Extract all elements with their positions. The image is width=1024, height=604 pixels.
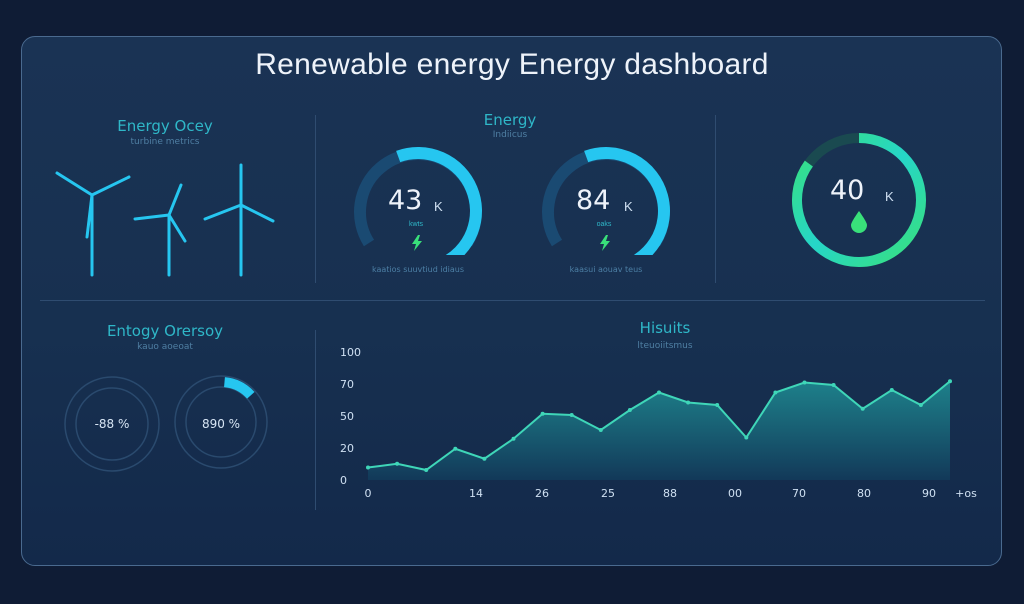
y-tick-label: 100	[340, 346, 361, 359]
chart-title: Hisuits	[639, 319, 691, 337]
x-tick-label: 80	[857, 487, 871, 500]
x-tick-label: 88	[663, 487, 677, 500]
x-tick-label: 00	[728, 487, 742, 500]
data-point	[395, 461, 400, 466]
gauge-unit: K	[624, 199, 633, 214]
gauge-value: 43	[388, 185, 423, 216]
wind-panel-heading: Energy Ocey	[117, 117, 213, 135]
wind-turbine-icon	[203, 163, 275, 277]
y-tick-label: 0	[340, 474, 347, 487]
data-point	[918, 403, 923, 407]
lightning-icon	[412, 235, 422, 251]
data-point	[598, 428, 603, 432]
overview-panel-subheading: kauo aoeoat	[137, 342, 193, 352]
gauge-caption: kaatios suuvtiud idiaus	[371, 265, 465, 274]
x-tick-label: 70	[792, 487, 806, 500]
x-tick-label: 90	[922, 487, 936, 500]
data-point	[860, 406, 865, 411]
ring-value: 890 %	[201, 417, 241, 431]
data-point	[657, 390, 661, 395]
x-tick-label: 25	[601, 487, 615, 500]
gauge-small-label: oaks	[596, 221, 612, 228]
divider	[715, 115, 716, 283]
data-point	[627, 408, 632, 412]
data-point	[744, 435, 749, 440]
y-tick-label: 50	[340, 410, 354, 423]
energy-gauge-2: 84 K oaks kaasui aouav teus	[538, 143, 674, 279]
gauge-value: 84	[576, 185, 611, 216]
x-tick-label: 26	[535, 487, 549, 500]
chart-subtitle: lteuoiitsmus	[637, 341, 693, 351]
energy-panel-heading: Energy	[483, 111, 537, 129]
data-point	[715, 403, 720, 407]
data-point	[540, 411, 545, 416]
data-point	[569, 413, 574, 417]
data-point	[482, 456, 487, 461]
overview-ring-1: -88 %	[62, 374, 162, 474]
data-point	[511, 436, 516, 441]
overview-ring-2: 890 %	[171, 372, 271, 472]
page-title: Renewable energy Energy dashboard	[255, 48, 769, 81]
divider	[40, 300, 985, 301]
y-tick-label: 20	[340, 442, 354, 455]
gauge-unit: K	[434, 199, 443, 214]
wind-turbine-icon	[55, 171, 131, 277]
x-tick-label: 14	[469, 487, 483, 500]
x-tick-label: 0	[364, 487, 372, 500]
water-drop-icon	[851, 211, 867, 233]
data-point	[366, 465, 370, 470]
data-point	[802, 380, 807, 385]
wind-panel-subheading: turbine metrics	[130, 137, 200, 147]
divider	[315, 115, 316, 283]
energy-gauge-1: 43 K kwts kaatios suuvtiud idiaus	[350, 143, 486, 279]
wind-turbine-icon	[133, 183, 187, 277]
water-gauge: 40 K	[790, 131, 930, 271]
data-point	[686, 400, 691, 405]
x-tick-label: +os	[955, 487, 977, 500]
data-point	[889, 388, 894, 392]
data-point	[453, 446, 458, 451]
area-fill	[368, 381, 950, 480]
gauge-arc	[354, 147, 482, 269]
gauge-unit: K	[885, 189, 894, 204]
water-gauge-ring	[792, 133, 926, 267]
gauge-small-label: kwts	[409, 221, 423, 228]
y-tick-label: 70	[340, 378, 354, 391]
overview-panel-heading: Entogy Orersoy	[106, 322, 224, 340]
ring-value: -88 %	[94, 417, 130, 431]
ring	[174, 375, 268, 469]
energy-panel-subheading: Indiicus	[492, 130, 528, 140]
divider	[315, 330, 316, 510]
data-point	[424, 468, 429, 472]
lightning-icon	[600, 235, 610, 251]
data-point	[948, 379, 952, 384]
data-point	[831, 383, 836, 387]
gauge-caption: kaasui aouav teus	[569, 265, 643, 274]
data-point	[773, 390, 778, 395]
area-chart	[366, 379, 952, 480]
ring	[64, 376, 160, 472]
wind-turbines-illustration	[55, 163, 275, 277]
gauge-value: 40	[830, 175, 865, 206]
